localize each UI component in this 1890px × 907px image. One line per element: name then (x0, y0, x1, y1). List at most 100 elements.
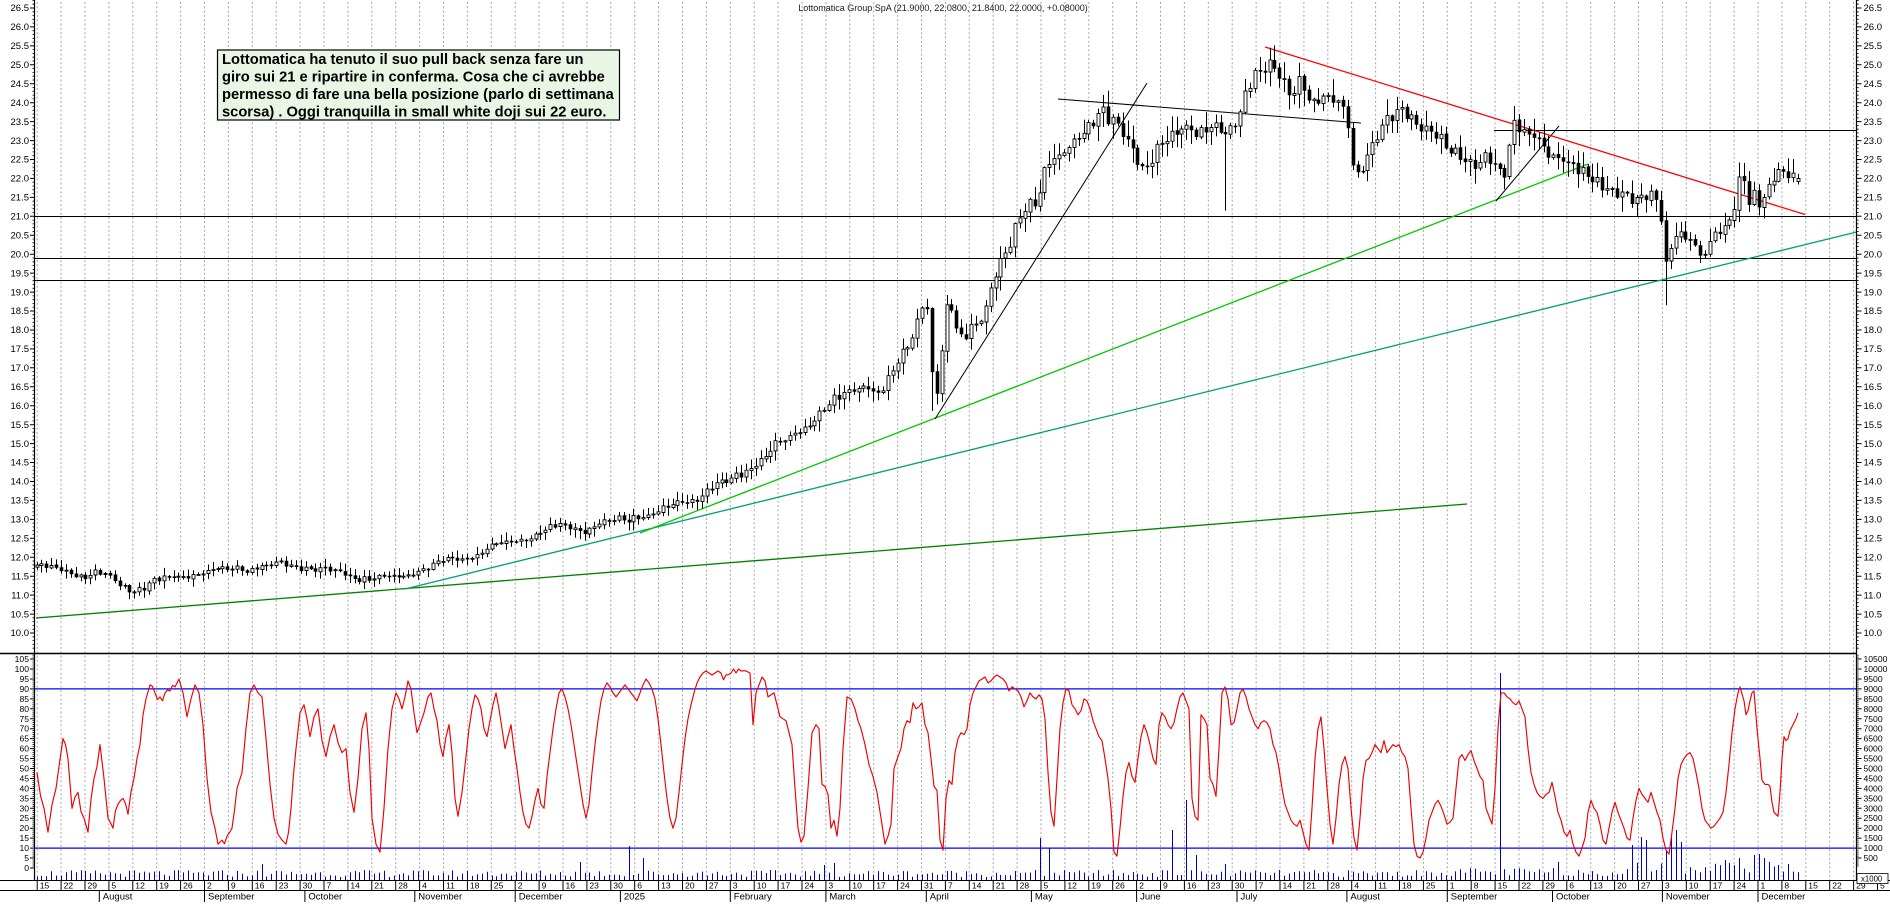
svg-text:21: 21 (374, 881, 384, 891)
svg-text:19: 19 (1091, 881, 1101, 891)
svg-text:16.0: 16.0 (11, 401, 30, 412)
svg-text:August: August (1350, 892, 1380, 903)
svg-text:23: 23 (1211, 881, 1221, 891)
svg-text:15.5: 15.5 (11, 420, 30, 431)
svg-text:14.5: 14.5 (1864, 458, 1883, 469)
svg-text:7: 7 (948, 881, 953, 891)
svg-text:500: 500 (1864, 853, 1879, 863)
svg-text:20: 20 (1617, 881, 1627, 891)
svg-text:8500: 8500 (1864, 694, 1883, 704)
svg-text:10: 10 (19, 843, 29, 853)
svg-text:10: 10 (852, 881, 862, 891)
svg-text:27: 27 (1641, 881, 1651, 891)
svg-text:29: 29 (88, 881, 98, 891)
svg-text:100: 100 (15, 664, 30, 674)
svg-text:October: October (1556, 892, 1590, 903)
svg-text:95: 95 (19, 674, 29, 684)
svg-text:22.0: 22.0 (11, 174, 30, 185)
svg-text:26: 26 (1115, 881, 1125, 891)
svg-text:19.5: 19.5 (11, 268, 30, 279)
svg-text:30: 30 (613, 881, 623, 891)
svg-text:24.0: 24.0 (11, 98, 30, 109)
svg-text:July: July (1241, 892, 1258, 903)
svg-text:11: 11 (1378, 881, 1387, 891)
svg-text:19: 19 (159, 881, 169, 891)
svg-text:4500: 4500 (1864, 774, 1883, 784)
svg-text:2000: 2000 (1864, 823, 1883, 833)
svg-text:18.0: 18.0 (11, 325, 30, 336)
svg-text:18.5: 18.5 (1864, 306, 1883, 317)
svg-text:17.5: 17.5 (1864, 344, 1883, 355)
svg-text:21.0: 21.0 (11, 212, 30, 223)
svg-text:25: 25 (1426, 881, 1436, 891)
svg-text:26.0: 26.0 (1864, 22, 1883, 33)
svg-text:26.0: 26.0 (11, 22, 30, 33)
svg-text:9: 9 (1163, 881, 1168, 891)
svg-text:20.0: 20.0 (1864, 249, 1883, 260)
svg-text:4: 4 (422, 881, 427, 891)
svg-text:6000: 6000 (1864, 744, 1883, 754)
svg-text:30: 30 (1235, 881, 1245, 891)
svg-text:21: 21 (1306, 881, 1316, 891)
svg-text:15: 15 (19, 833, 29, 843)
svg-text:17.0: 17.0 (11, 363, 30, 374)
svg-text:23.5: 23.5 (1864, 117, 1883, 128)
svg-text:15.5: 15.5 (1864, 420, 1883, 431)
svg-text:70: 70 (19, 724, 29, 734)
svg-text:20.5: 20.5 (1864, 231, 1883, 242)
svg-text:7500: 7500 (1864, 714, 1883, 724)
svg-text:6: 6 (637, 881, 642, 891)
svg-text:26: 26 (183, 881, 193, 891)
svg-text:October: October (308, 892, 342, 903)
svg-text:22: 22 (1832, 881, 1842, 891)
svg-text:14: 14 (1283, 881, 1293, 891)
svg-text:11.0: 11.0 (11, 590, 29, 601)
svg-text:10: 10 (757, 881, 767, 891)
svg-text:17.5: 17.5 (11, 344, 30, 355)
svg-text:10000: 10000 (1864, 664, 1888, 674)
svg-text:80: 80 (19, 704, 29, 714)
svg-text:2025: 2025 (624, 892, 645, 903)
svg-text:February: February (734, 892, 772, 903)
svg-text:13.0: 13.0 (11, 515, 30, 526)
svg-text:12: 12 (135, 881, 145, 891)
svg-text:17: 17 (781, 881, 791, 891)
svg-text:15: 15 (1808, 881, 1818, 891)
svg-text:3000: 3000 (1864, 803, 1883, 813)
svg-text:5500: 5500 (1864, 754, 1883, 764)
svg-text:23.0: 23.0 (11, 136, 30, 147)
svg-text:6500: 6500 (1864, 734, 1883, 744)
svg-text:19.0: 19.0 (11, 287, 30, 298)
svg-text:12: 12 (1067, 881, 1077, 891)
svg-text:7: 7 (1259, 881, 1264, 891)
svg-text:16.5: 16.5 (11, 382, 30, 393)
svg-text:November: November (1666, 892, 1710, 903)
svg-text:19.0: 19.0 (1864, 287, 1883, 298)
svg-text:17: 17 (1713, 881, 1723, 891)
svg-text:permesso di fare una bella pos: permesso di fare una bella posizione (pa… (222, 87, 615, 103)
svg-text:14.0: 14.0 (1864, 477, 1883, 488)
svg-text:24.5: 24.5 (1864, 79, 1883, 90)
svg-text:65: 65 (19, 734, 29, 744)
svg-text:21.5: 21.5 (11, 193, 30, 204)
svg-text:scorsa) . Oggi tranquilla in s: scorsa) . Oggi tranquilla in small white… (222, 105, 606, 121)
svg-text:23: 23 (589, 881, 599, 891)
svg-text:2: 2 (518, 881, 523, 891)
svg-text:25: 25 (494, 881, 504, 891)
svg-text:60: 60 (19, 744, 29, 754)
svg-text:3500: 3500 (1864, 793, 1883, 803)
svg-text:May: May (1035, 892, 1053, 903)
svg-text:55: 55 (19, 754, 29, 764)
svg-text:30: 30 (19, 803, 29, 813)
svg-text:x1000: x1000 (1861, 875, 1883, 884)
svg-text:10500: 10500 (1864, 654, 1888, 664)
svg-text:Lottomatica ha tenuto il suo p: Lottomatica ha tenuto il suo pull back s… (222, 52, 584, 68)
svg-text:December: December (519, 892, 563, 903)
svg-text:16: 16 (255, 881, 265, 891)
svg-text:March: March (829, 892, 855, 903)
svg-text:3: 3 (1665, 881, 1670, 891)
svg-text:November: November (418, 892, 462, 903)
svg-text:28: 28 (398, 881, 408, 891)
svg-text:14.5: 14.5 (11, 458, 30, 469)
svg-text:24: 24 (900, 881, 910, 891)
